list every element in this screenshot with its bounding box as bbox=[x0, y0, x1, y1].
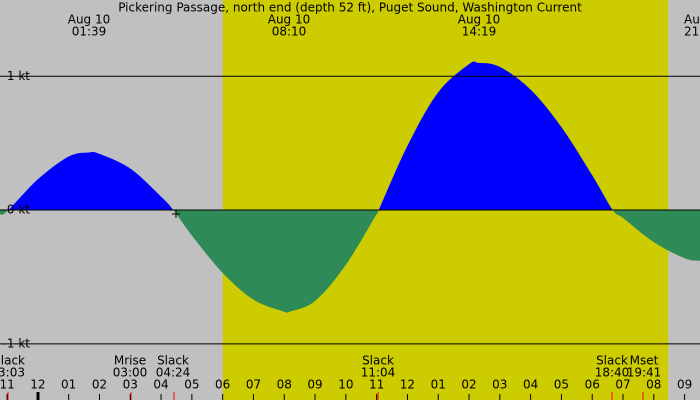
x-tick-label: 06 bbox=[215, 378, 230, 392]
event-name: lack bbox=[1, 354, 25, 368]
current-area bbox=[0, 61, 700, 314]
x-tick-label: 02 bbox=[461, 378, 476, 392]
peak-date: Aug 10 bbox=[268, 13, 311, 27]
x-tick-label: 05 bbox=[184, 378, 199, 392]
event-name: Mset bbox=[630, 354, 659, 368]
peak-time: 21 bbox=[684, 25, 699, 39]
x-tick-label: 10 bbox=[338, 378, 353, 392]
x-tick-label: 11 bbox=[369, 378, 384, 392]
x-tick-label: 01 bbox=[61, 378, 76, 392]
x-tick-label: 09 bbox=[677, 378, 692, 392]
x-tick-label: 08 bbox=[277, 378, 292, 392]
event-time: 11:04 bbox=[361, 366, 396, 380]
x-tick-label: 07 bbox=[615, 378, 630, 392]
x-tick-label: 12 bbox=[400, 378, 415, 392]
event-name: Mrise bbox=[114, 354, 146, 368]
peak-time: 08:10 bbox=[272, 25, 307, 39]
x-tick-label: 01 bbox=[431, 378, 446, 392]
event-name: Slack bbox=[596, 354, 628, 368]
x-tick-label: 06 bbox=[585, 378, 600, 392]
x-tick-label: 08 bbox=[646, 378, 661, 392]
peak-date: Aug 10 bbox=[458, 13, 501, 27]
y-tick-label: 0 kt bbox=[7, 203, 30, 217]
x-tick-label: 02 bbox=[92, 378, 107, 392]
slack-marker bbox=[172, 210, 180, 218]
peak-date: Au bbox=[684, 13, 700, 27]
x-tick-label: 04 bbox=[153, 378, 168, 392]
event-name: Slack bbox=[362, 354, 394, 368]
chart-title: Pickering Passage, north end (depth 52 f… bbox=[118, 1, 582, 15]
peak-time: 14:19 bbox=[462, 25, 497, 39]
peak-date: Aug 10 bbox=[68, 13, 111, 27]
x-tick-label: 05 bbox=[554, 378, 569, 392]
y-tick-label: -1 kt bbox=[3, 336, 31, 350]
y-tick-label: 1 kt bbox=[7, 69, 30, 83]
event-time: 03:00 bbox=[113, 366, 148, 380]
event-time: 3:03 bbox=[0, 366, 25, 380]
event-name: Slack bbox=[157, 354, 189, 368]
x-tick-label: 09 bbox=[307, 378, 322, 392]
x-tick-label: 11 bbox=[0, 378, 15, 392]
x-tick-label: 03 bbox=[123, 378, 138, 392]
x-tick-label: 07 bbox=[246, 378, 261, 392]
x-tick-label: 04 bbox=[523, 378, 538, 392]
peak-time: 01:39 bbox=[72, 25, 107, 39]
event-time: 18:40 bbox=[595, 366, 630, 380]
x-tick-label: 12 bbox=[30, 378, 45, 392]
x-tick-label: 03 bbox=[492, 378, 507, 392]
event-time: 04:24 bbox=[156, 366, 191, 380]
event-time: 19:41 bbox=[627, 366, 662, 380]
